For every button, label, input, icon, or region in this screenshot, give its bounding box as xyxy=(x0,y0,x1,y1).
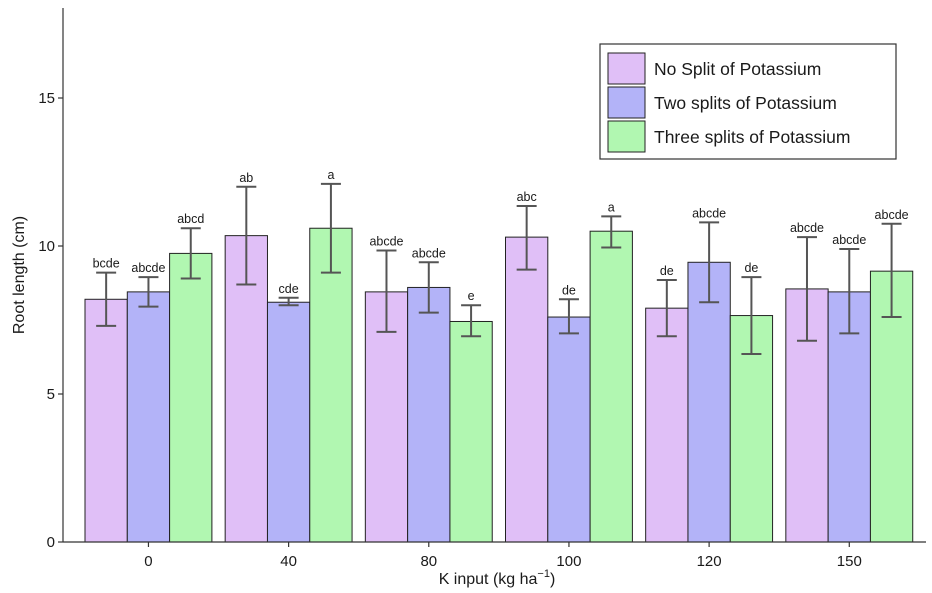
significance-label: abcd xyxy=(177,212,204,226)
x-tick-label: 80 xyxy=(420,553,437,570)
y-tick-label: 0 xyxy=(47,534,55,551)
legend-label: Three splits of Potassium xyxy=(654,127,850,147)
significance-label: de xyxy=(562,283,576,297)
significance-label: ab xyxy=(239,171,253,185)
bar xyxy=(407,286,451,543)
significance-label: de xyxy=(660,264,674,278)
significance-label: abcde xyxy=(131,261,165,275)
x-tick-label: 120 xyxy=(697,553,722,570)
significance-label: abcde xyxy=(369,234,403,248)
legend-box xyxy=(599,43,897,160)
x-axis-title-main: K input (kg ha xyxy=(439,571,538,588)
bar xyxy=(505,236,549,543)
bar xyxy=(449,320,493,543)
x-tick-label: 150 xyxy=(837,553,862,570)
x-axis-title-suffix: ) xyxy=(550,571,555,588)
bar xyxy=(84,298,128,543)
legend-swatch xyxy=(607,120,646,153)
significance-label: de xyxy=(744,261,758,275)
bar xyxy=(589,230,633,543)
bar xyxy=(645,307,689,543)
y-axis-title: Root length (cm) xyxy=(11,216,28,334)
significance-label: abc xyxy=(517,190,537,204)
legend-swatch xyxy=(607,86,646,119)
significance-label: e xyxy=(468,289,475,303)
bar xyxy=(126,291,171,543)
x-axis-title: K input (kg ha−1) xyxy=(439,568,556,588)
legend-label: Two splits of Potassium xyxy=(654,93,837,113)
bar xyxy=(309,227,353,543)
bar xyxy=(687,261,731,543)
bar xyxy=(266,301,311,543)
x-tick-label: 40 xyxy=(280,553,297,570)
legend-swatch xyxy=(607,52,646,85)
bar xyxy=(169,252,213,543)
x-tick-label: 100 xyxy=(556,553,581,570)
legend: No Split of Potassium Two splits of Potas… xyxy=(599,43,897,160)
legend-label: No Split of Potassium xyxy=(654,59,821,79)
bar xyxy=(547,316,591,543)
significance-label: a xyxy=(327,168,334,182)
significance-label: abcde xyxy=(790,221,824,235)
y-tick-label: 10 xyxy=(38,238,55,255)
significance-label: abcde xyxy=(692,206,726,220)
x-tick-label: 0 xyxy=(144,553,152,570)
significance-label: abcde xyxy=(832,233,866,247)
significance-label: abcde xyxy=(875,208,909,222)
y-tick-label: 15 xyxy=(38,90,55,107)
x-axis-title-superscript: −1 xyxy=(537,568,550,580)
significance-label: cde xyxy=(279,282,299,296)
significance-label: a xyxy=(608,200,615,214)
significance-label: abcde xyxy=(412,246,446,260)
significance-label: bcde xyxy=(93,257,120,271)
y-tick-label: 5 xyxy=(47,386,55,403)
